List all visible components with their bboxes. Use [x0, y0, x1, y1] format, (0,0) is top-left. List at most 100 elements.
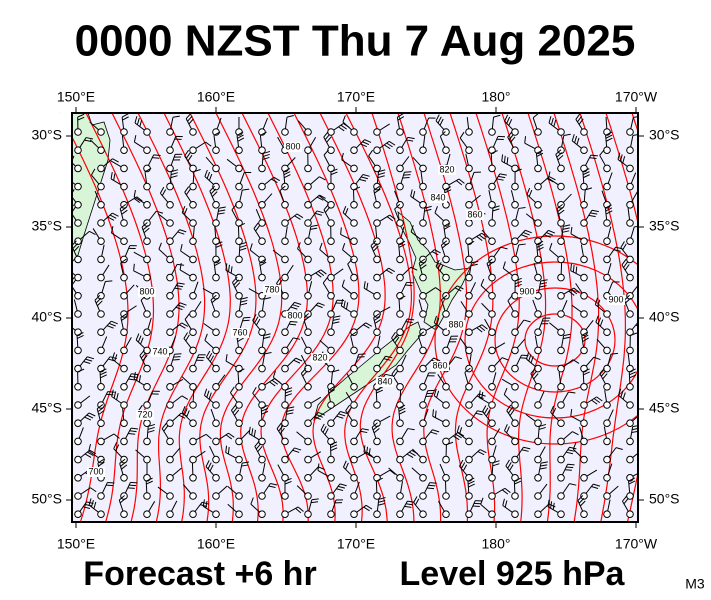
barb-station: [74, 383, 82, 391]
barb-feather: [283, 171, 291, 176]
barb-feather: [136, 196, 143, 202]
barb-station: [511, 255, 519, 264]
barb-feather: [240, 302, 248, 306]
barb-station: [534, 328, 542, 337]
barb-feather: [97, 407, 104, 413]
cover: [639, 113, 711, 522]
barb-station: [143, 146, 151, 154]
barb-feather: [86, 414, 94, 419]
barb-feather: [441, 294, 448, 301]
barb-feather: [600, 370, 607, 377]
barb-feather: [573, 287, 580, 293]
barb-station: [258, 510, 266, 519]
barb-feather: [622, 243, 627, 251]
barb-feather: [302, 370, 308, 377]
barb-station: [281, 201, 289, 209]
barb-feather: [330, 444, 338, 449]
barb-station: [189, 182, 197, 191]
barb-feather: [520, 234, 528, 238]
barb-feather: [133, 263, 135, 271]
cover: [0, 523, 711, 600]
barb-station: [580, 146, 588, 154]
barb-feather: [109, 214, 117, 219]
barb-feather: [434, 249, 441, 254]
barb-feather: [120, 461, 127, 467]
barb-feather: [498, 175, 506, 179]
barb-feather: [363, 324, 370, 329]
barb-station: [304, 510, 312, 519]
barb-feather: [133, 372, 136, 380]
barb-feather: [504, 500, 508, 508]
barb-station: [166, 383, 174, 391]
barb-station: [327, 510, 335, 519]
barb-station: [166, 492, 174, 500]
barb-feather: [227, 446, 230, 455]
barb-feather: [505, 459, 510, 467]
barb-feather: [585, 187, 593, 191]
barb-feather: [234, 409, 240, 416]
barb-feather: [361, 428, 369, 431]
barb-feather: [602, 373, 608, 380]
barb-station: [350, 510, 358, 519]
barb-station: [465, 346, 473, 355]
barb-feather: [407, 500, 415, 503]
barb-feather: [389, 469, 396, 475]
contour-label: 800: [287, 310, 302, 320]
barb-feather: [572, 265, 575, 273]
barb-feather: [432, 429, 440, 433]
barb-feather: [310, 227, 318, 230]
barb-feather: [237, 134, 244, 139]
barb-feather: [363, 445, 366, 453]
barb-feather: [591, 209, 599, 213]
barb-station: [143, 510, 151, 519]
barb-station: [212, 419, 220, 428]
contour-line: [344, 112, 412, 522]
barb-station: [465, 510, 473, 519]
barb-station: [189, 328, 197, 337]
barb-station: [603, 492, 611, 500]
barb-feather: [237, 137, 245, 142]
barb-station: [419, 201, 427, 209]
barb-station: [189, 419, 197, 428]
barb-station: [189, 474, 197, 482]
barb-feather: [376, 386, 383, 391]
barb-feather: [553, 119, 557, 127]
barb-station: [143, 492, 151, 500]
barb-feather: [599, 149, 605, 156]
barb-station: [258, 419, 266, 428]
barb-feather: [486, 258, 493, 264]
barb-station: [166, 455, 174, 464]
barb-feather: [232, 407, 238, 414]
barb-feather: [579, 500, 586, 507]
barb-feather: [143, 227, 150, 234]
contour-line: [423, 112, 468, 521]
barb-feather: [268, 485, 276, 489]
barb-feather: [392, 334, 398, 341]
barb-feather: [262, 153, 270, 157]
barb-feather: [524, 136, 527, 144]
barb-feather: [345, 404, 351, 412]
barb-feather: [432, 409, 434, 417]
barb-feather: [273, 176, 281, 182]
barb-station: [419, 401, 427, 409]
barb-feather: [539, 285, 547, 288]
lat-tick-label: 30°S: [31, 127, 62, 143]
barb-feather: [418, 331, 425, 337]
barb-feather: [492, 460, 500, 464]
barb-feather: [177, 304, 185, 308]
barb-station: [488, 364, 496, 373]
barb-station: [557, 474, 565, 482]
barb-feather: [547, 499, 550, 507]
barb-feather: [83, 361, 91, 365]
barb-feather: [605, 137, 613, 142]
barb-station: [488, 237, 496, 245]
barb-feather: [622, 392, 626, 400]
barb-feather: [373, 185, 380, 191]
barb-feather: [485, 409, 491, 417]
barb-station: [97, 182, 105, 191]
barb-feather: [107, 391, 115, 393]
lon-tick-label: 170°W: [615, 536, 658, 552]
barb-station: [603, 401, 611, 409]
barb-feather: [481, 391, 484, 399]
barb-station: [442, 383, 450, 391]
